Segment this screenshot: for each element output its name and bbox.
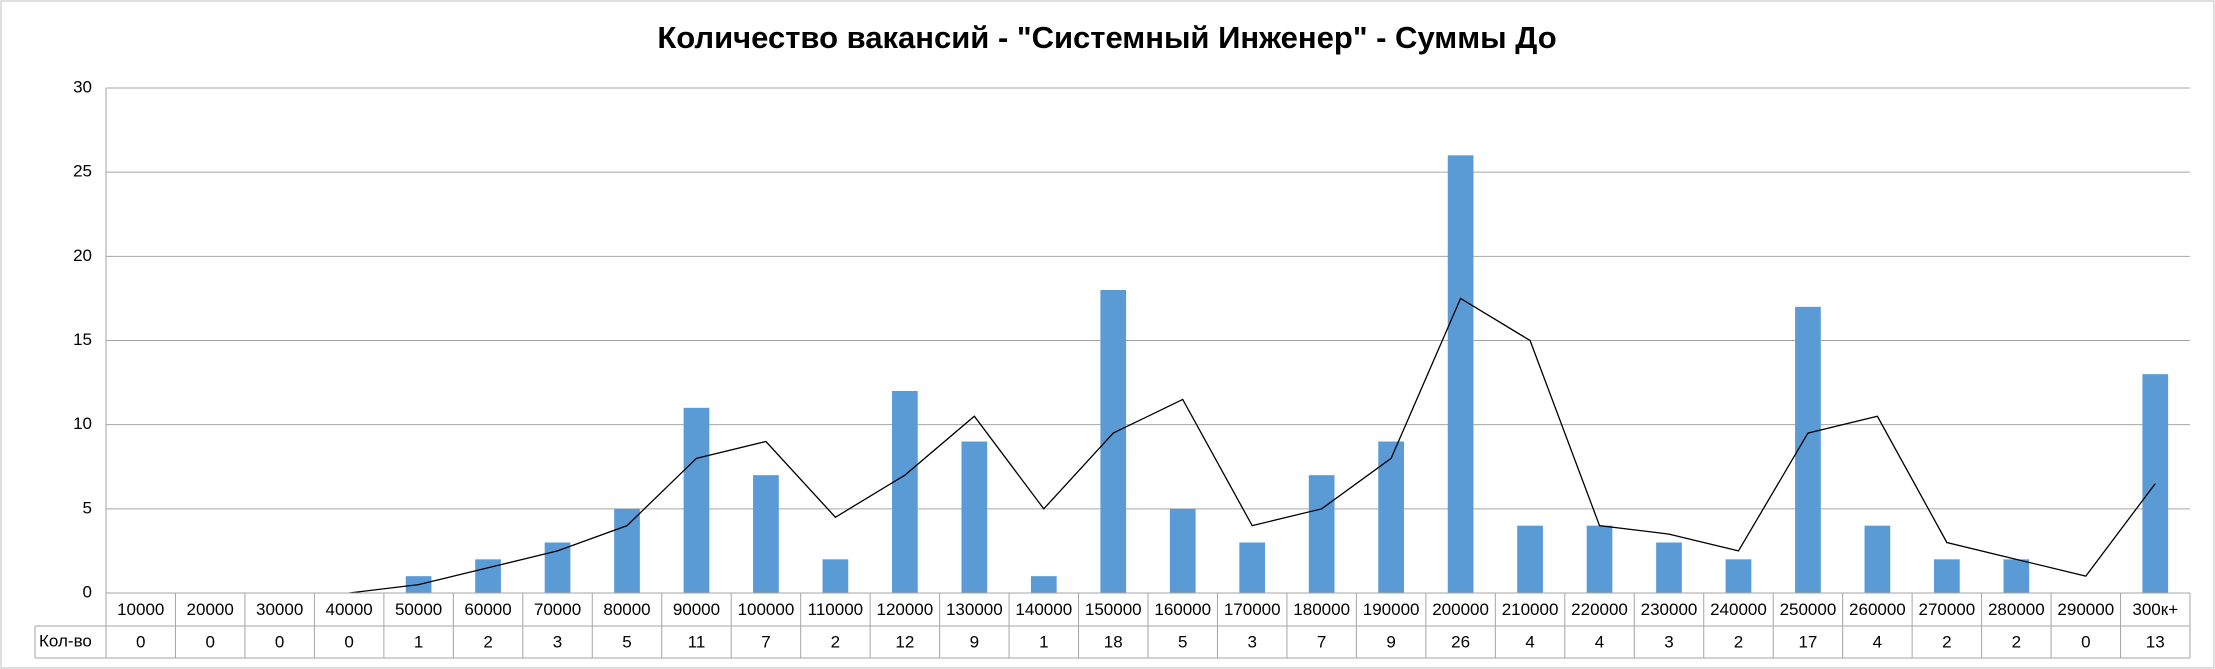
bar [892,391,918,593]
y-tick-label: 10 [73,414,92,433]
table-value: 2 [1734,632,1743,651]
bar [614,508,640,593]
bar [961,441,988,593]
y-tick-label: 15 [73,330,92,349]
x-tick-label: 110000 [808,600,863,619]
table-value: 2 [483,632,492,651]
x-tick-label: 20000 [187,600,234,619]
bar [1100,290,1127,593]
table-value: 3 [1664,632,1673,651]
bar [1030,576,1057,593]
table-value: 13 [2146,632,2165,651]
table-value: 2 [1942,632,1951,651]
table-value: 18 [1104,632,1123,651]
bar [2003,559,2030,593]
table-value: 17 [1798,632,1817,651]
legend-label: Кол-во [39,631,92,650]
bar [1308,475,1335,593]
y-tick-label: 30 [73,77,92,96]
table-value: 2 [2012,632,2021,651]
table-value: 5 [1178,632,1187,651]
table-value: 4 [1525,632,1534,651]
bar [2142,374,2169,593]
x-tick-label: 80000 [603,600,650,619]
x-tick-label: 300к+ [2132,600,2178,619]
x-tick-label: 220000 [1571,600,1628,619]
table-value: 0 [2081,632,2090,651]
x-tick-label: 50000 [395,600,442,619]
x-tick-label: 230000 [1641,600,1698,619]
x-tick-label: 260000 [1849,600,1906,619]
table-value: 0 [275,632,284,651]
x-tick-label: 120000 [876,600,933,619]
x-tick-label: 210000 [1502,600,1559,619]
x-tick-label: 190000 [1363,600,1420,619]
table-value: 4 [1873,632,1882,651]
bar [822,559,849,593]
x-tick-label: 60000 [464,600,511,619]
table-value: 1 [414,632,423,651]
table-value: 0 [205,632,214,651]
x-tick-label: 150000 [1085,600,1142,619]
table-value: 7 [761,632,770,651]
bar [1725,559,1752,593]
y-tick-label: 0 [83,582,92,601]
y-tick-label: 5 [83,498,92,517]
x-tick-label: 40000 [325,600,372,619]
x-tick-label: 100000 [738,600,795,619]
table-value: 5 [622,632,631,651]
x-tick-label: 90000 [673,600,720,619]
bar [1378,441,1404,593]
x-tick-label: 270000 [1918,600,1975,619]
table-value: 9 [970,632,979,651]
x-tick-label: 140000 [1015,600,1072,619]
bar [475,559,501,593]
x-tick-label: 280000 [1988,600,2045,619]
table-value: 0 [344,632,353,651]
bar [544,542,571,593]
table-value: 26 [1451,632,1470,651]
x-tick-label: 130000 [946,600,1003,619]
x-tick-label: 170000 [1224,600,1281,619]
table-value: 3 [1247,632,1256,651]
bar [753,475,779,593]
table-value: 11 [688,632,706,651]
x-tick-label: 10000 [117,600,164,619]
table-value: 2 [831,632,840,651]
table-value: 3 [553,632,562,651]
x-tick-label: 70000 [534,600,581,619]
bar [683,407,710,593]
table-value: 1 [1039,632,1048,651]
x-tick-label: 290000 [2057,600,2114,619]
table-value: 12 [895,632,914,651]
x-tick-label: 180000 [1293,600,1350,619]
x-tick-label: 250000 [1780,600,1837,619]
y-tick-label: 25 [73,162,92,181]
table-value: 4 [1595,632,1604,651]
chart-title: Количество вакансий - "Системный Инженер… [657,20,1556,55]
trend-line [349,297,2156,594]
bar [1656,542,1682,593]
y-tick-label: 20 [73,246,92,265]
bar [1447,155,1474,594]
x-tick-label: 240000 [1710,600,1767,619]
bar [1864,525,1891,593]
bar [1517,525,1543,593]
bar [1795,306,1821,593]
bar [1169,508,1196,593]
table-value: 0 [136,632,145,651]
bar [1934,559,1960,593]
x-tick-label: 200000 [1432,600,1489,619]
x-tick-label: 160000 [1154,600,1211,619]
table-value: 7 [1317,632,1326,651]
x-tick-label: 30000 [256,600,303,619]
table-value: 9 [1386,632,1395,651]
bar [1586,525,1613,593]
bar [1239,542,1266,593]
